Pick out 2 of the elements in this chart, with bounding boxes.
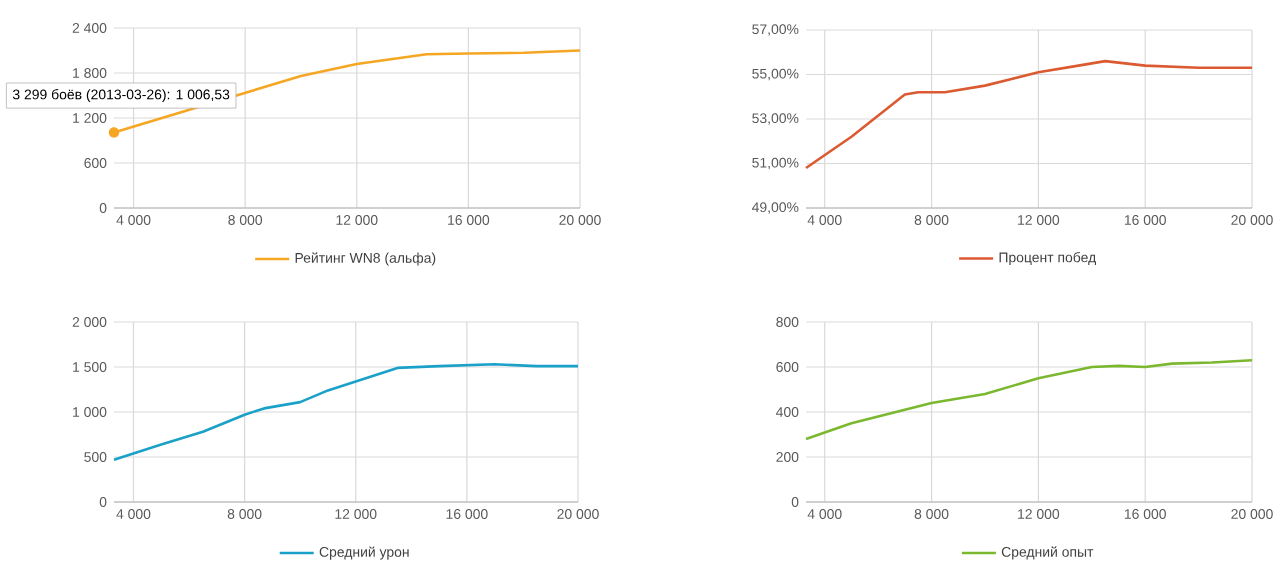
line-series (804, 59, 1254, 170)
line-series (804, 358, 1254, 441)
